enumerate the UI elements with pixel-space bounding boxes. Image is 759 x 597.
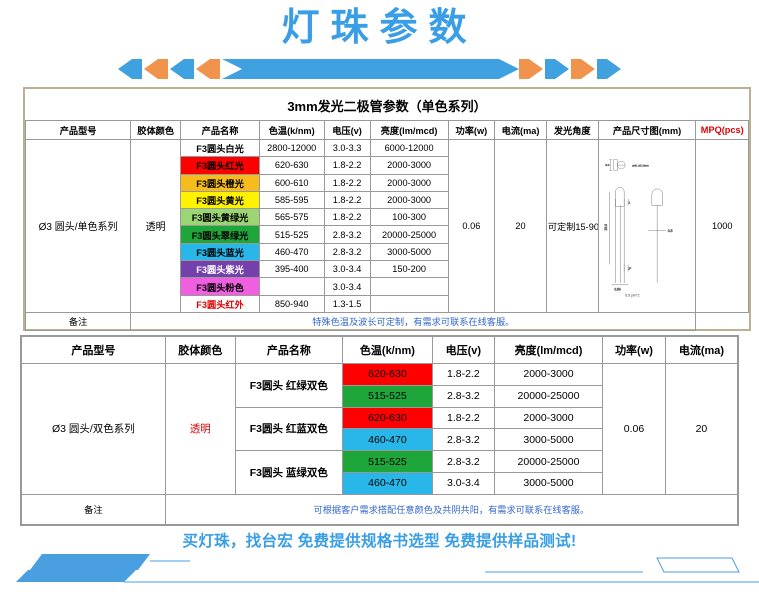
svg-text:3.0: 3.0 [605, 163, 609, 167]
svg-text:2*: 2* [628, 267, 632, 271]
svg-text:0.54: 0.54 [614, 288, 620, 292]
svg-text:29.0: 29.0 [603, 224, 607, 231]
svg-text:1: 1 [628, 201, 630, 205]
svg-text:unit: ±0.1mm: unit: ±0.1mm [632, 164, 649, 168]
svg-text:0.5 pin*2: 0.5 pin*2 [625, 294, 639, 298]
svg-text:0.5: 0.5 [667, 229, 672, 233]
